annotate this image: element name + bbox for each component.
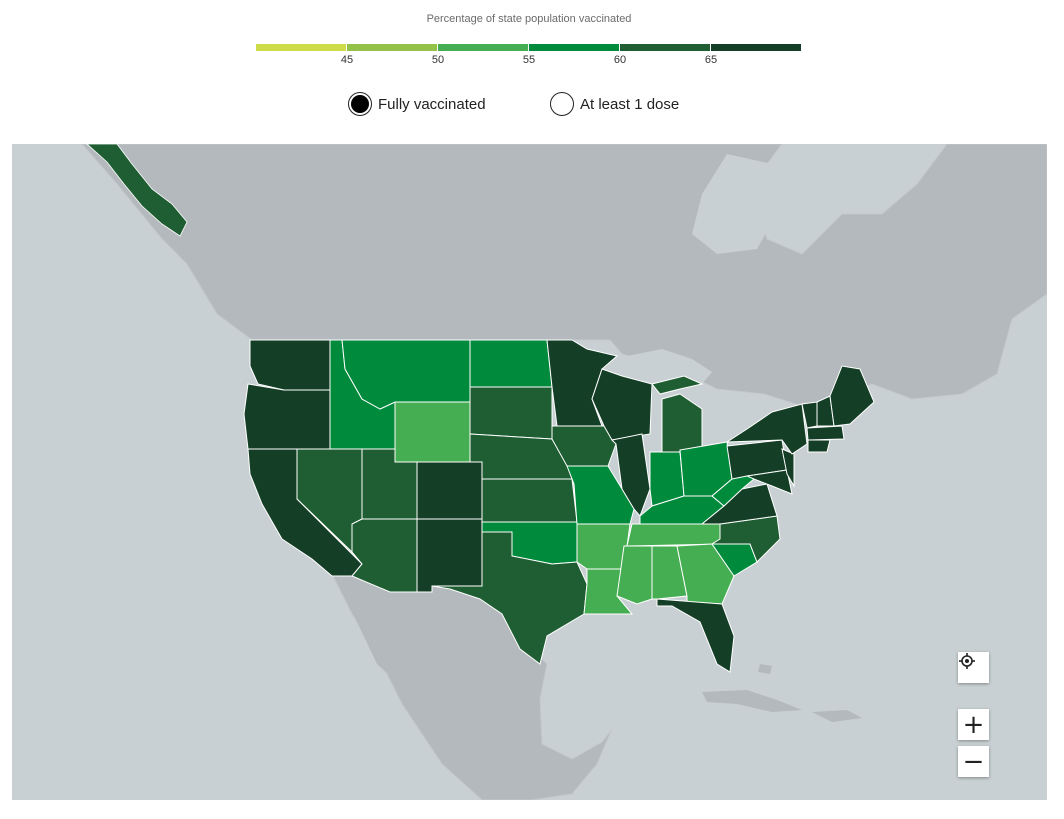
map-canvas[interactable] [12, 144, 1047, 800]
legend-tick: 50 [431, 54, 445, 66]
state-michigan[interactable] [651, 375, 704, 455]
legend-bin-4 [529, 44, 620, 51]
at-least-one-dose-label: At least 1 dose [580, 95, 680, 113]
state-illinois[interactable] [610, 433, 651, 517]
bahamas-islands [758, 664, 772, 674]
legend-title: Percentage of state population vaccinate… [426, 13, 632, 25]
plus-icon: + [962, 709, 985, 740]
zoom-out-button[interactable]: − [958, 746, 989, 777]
fully-vaccinated-radio[interactable]: Fully vaccinated [348, 92, 486, 116]
state-connecticut[interactable] [807, 439, 831, 453]
state-maine[interactable] [829, 365, 875, 427]
state-south-dakota[interactable] [469, 386, 553, 440]
legend-bin-6 [711, 44, 801, 51]
legend-tick: 45 [340, 54, 354, 66]
minus-icon: − [962, 746, 985, 777]
hudson-bay [692, 154, 782, 254]
zoom-in-button[interactable]: + [958, 709, 989, 740]
state-alaska-panhandle[interactable] [86, 144, 188, 237]
legend-bin-2 [347, 44, 438, 51]
state-north-dakota[interactable] [469, 339, 553, 388]
state-massachusetts[interactable] [806, 425, 845, 441]
state-texas[interactable] [431, 531, 588, 665]
great-lakes-water [612, 349, 712, 384]
cuba-island [702, 690, 802, 712]
state-mississippi[interactable] [616, 545, 653, 605]
state-colorado[interactable] [416, 461, 483, 520]
state-missouri[interactable] [566, 465, 635, 525]
radio-circle[interactable] [550, 92, 574, 116]
state-new-jersey[interactable] [781, 448, 795, 488]
at-least-one-dose-radio[interactable]: At least 1 dose [550, 92, 679, 116]
state-maryland[interactable] [745, 469, 793, 495]
color-legend-bar [256, 44, 801, 51]
metric-toggle: Fully vaccinated At least 1 dose [0, 92, 1064, 120]
hispaniola-island [812, 710, 862, 722]
state-new-york[interactable] [725, 403, 808, 455]
legend-tick: 65 [704, 54, 718, 66]
legend-tick: 55 [522, 54, 536, 66]
state-wyoming[interactable] [394, 401, 471, 463]
state-north-carolina[interactable] [710, 515, 781, 563]
fully-vaccinated-label: Fully vaccinated [378, 95, 486, 113]
state-new-mexico[interactable] [416, 518, 483, 593]
state-alabama[interactable] [651, 545, 688, 600]
state-kansas[interactable] [481, 478, 578, 523]
legend-bin-1 [256, 44, 347, 51]
vaccination-map[interactable]: + − [12, 144, 1047, 800]
mexico-landmass [331, 573, 613, 800]
state-oregon[interactable] [243, 383, 331, 450]
legend-tick: 60 [613, 54, 627, 66]
radio-dot [351, 95, 369, 113]
locate-button[interactable] [958, 652, 989, 683]
radio-circle-selected[interactable] [348, 92, 372, 116]
baja-peninsula [334, 574, 390, 676]
state-florida[interactable] [656, 598, 735, 673]
crosshair-icon [959, 653, 975, 669]
legend-bin-3 [438, 44, 529, 51]
state-washington[interactable] [249, 339, 331, 391]
legend-bin-5 [620, 44, 711, 51]
